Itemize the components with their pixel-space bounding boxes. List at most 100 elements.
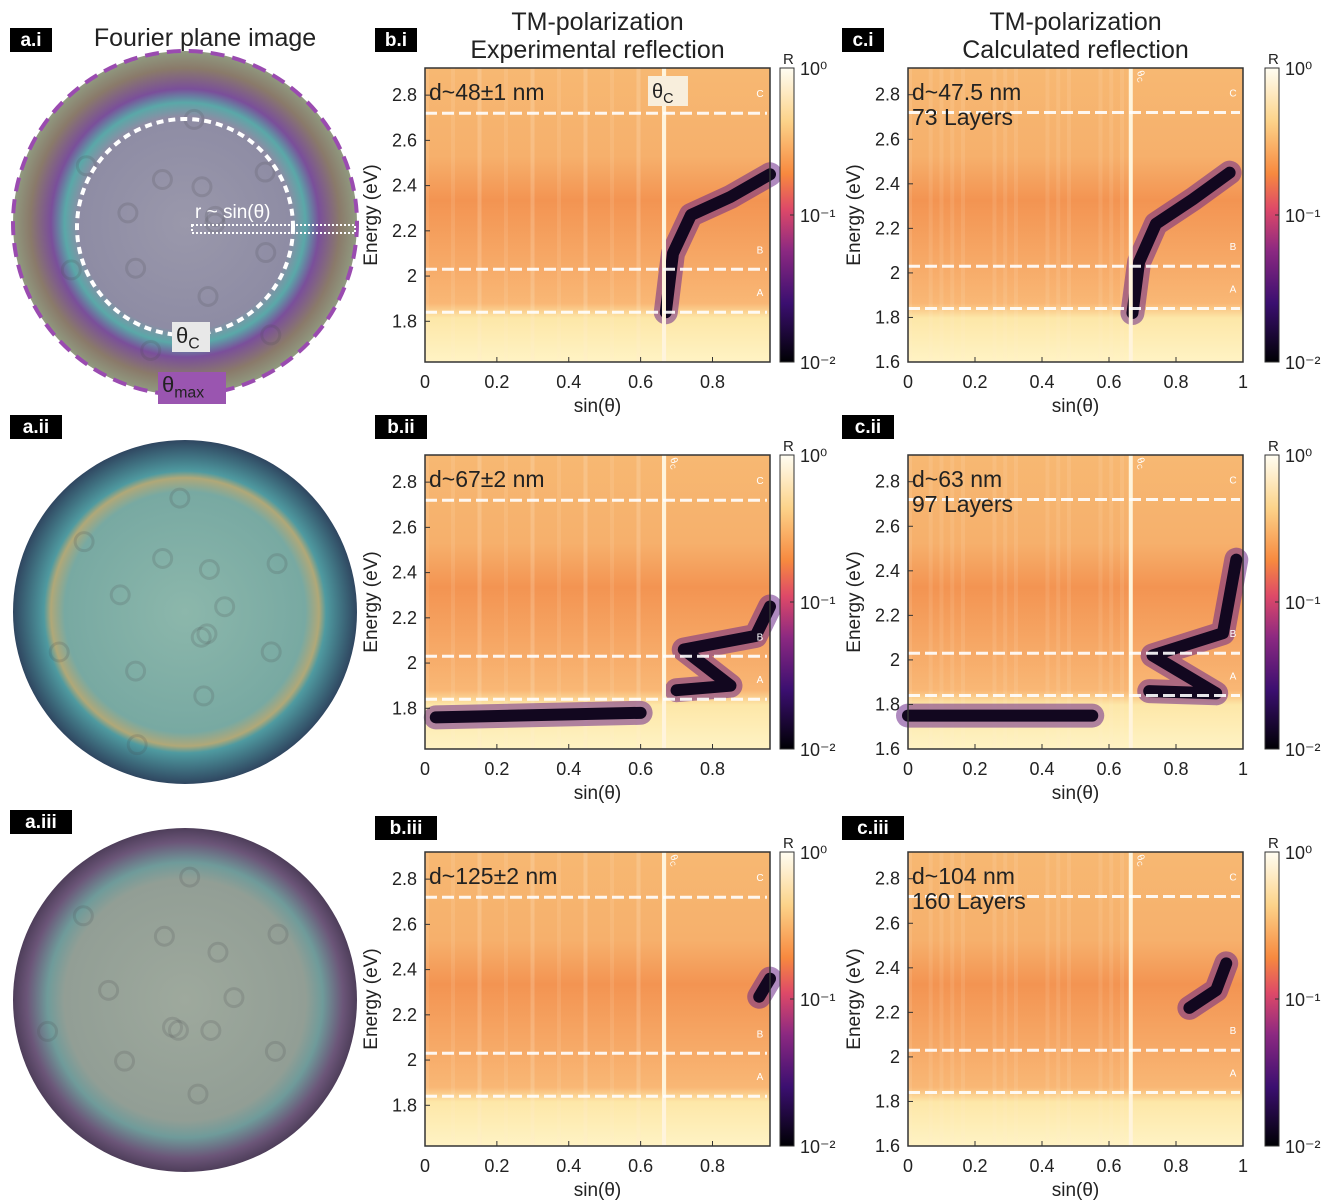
y-axis-label: Energy (eV) (361, 551, 382, 652)
colorbar-tick-label: 10⁰ (1285, 843, 1312, 863)
colorbar-tick-label: 10⁻¹ (1285, 990, 1321, 1010)
y-tick-label: 2 (407, 266, 417, 286)
level-label: C (756, 476, 763, 487)
y-tick-label: 2 (890, 1047, 900, 1067)
y-axis-label: Energy (eV) (361, 948, 382, 1049)
x-tick-label: 0.6 (1096, 1156, 1121, 1176)
y-tick-label: 2.2 (875, 1002, 900, 1022)
x-tick-label: 0.4 (1029, 759, 1054, 779)
y-tick-label: 1.8 (875, 1091, 900, 1111)
x-axis-label: sin(θ) (574, 783, 622, 804)
level-label: C (756, 89, 763, 100)
level-label: B (757, 1029, 764, 1040)
level-label: C (1229, 89, 1236, 100)
figure: a.iFourier plane imager ~ sin(θ)θCθmaxa.… (0, 0, 1326, 1200)
thickness-label: d~125±2 nm (429, 863, 557, 889)
y-tick-label: 2 (890, 650, 900, 670)
x-tick-label: 0 (903, 372, 913, 392)
x-axis-label: sin(θ) (574, 396, 622, 417)
x-tick-label: 0 (420, 759, 430, 779)
x-tick-label: 0 (903, 759, 913, 779)
y-tick-label: 2.8 (875, 85, 900, 105)
y-tick-label: 2.8 (392, 85, 417, 105)
colorbar-title: R (783, 51, 794, 68)
y-tick-label: 2.4 (392, 563, 417, 583)
y-tick-label: 2.4 (875, 958, 900, 978)
colorbar-tick-label: 10⁻¹ (800, 990, 836, 1010)
level-label: B (1230, 242, 1237, 253)
x-tick-label: 0.6 (628, 759, 653, 779)
x-tick-label: 0.2 (962, 759, 987, 779)
x-tick-label: 0 (903, 1156, 913, 1176)
colorbar-tick-label: 10⁰ (800, 59, 827, 79)
y-tick-label: 2.8 (875, 869, 900, 889)
x-tick-label: 0.2 (484, 1156, 509, 1176)
x-axis-label: sin(θ) (1052, 783, 1100, 804)
y-axis-label: Energy (eV) (844, 948, 865, 1049)
panel-label: c.iii (857, 818, 889, 839)
y-tick-label: 2.8 (392, 869, 417, 889)
panel-label: a.iii (25, 812, 57, 833)
layers-label: 97 Layers (912, 491, 1013, 517)
y-tick-label: 2.4 (392, 176, 417, 196)
colorbar-tick-label: 10⁻¹ (1285, 206, 1321, 226)
thickness-label: d~63 nm (912, 466, 1002, 492)
level-label: C (1229, 476, 1236, 487)
colorbar-tick-label: 10⁻² (1285, 353, 1321, 373)
x-axis-label: sin(θ) (1052, 1180, 1100, 1200)
heatmap-streak (557, 68, 561, 362)
colorbar-title: R (1268, 835, 1279, 852)
level-label: B (1230, 629, 1237, 640)
x-tick-label: 0.4 (1029, 372, 1054, 392)
x-tick-label: 1 (1238, 759, 1248, 779)
level-label: A (1230, 1069, 1237, 1080)
y-tick-label: 1.6 (875, 739, 900, 759)
y-tick-label: 2.4 (875, 174, 900, 194)
colorbar-tick-label: 10⁻¹ (800, 593, 836, 613)
y-tick-label: 2.6 (392, 914, 417, 934)
colorbar-tick-label: 10⁻¹ (800, 206, 836, 226)
max-label-base: θ (162, 372, 174, 397)
x-tick-label: 0.6 (628, 1156, 653, 1176)
x-tick-label: 0.2 (962, 372, 987, 392)
x-tick-label: 0.2 (484, 372, 509, 392)
panel-label: c.i (852, 30, 873, 51)
x-tick-label: 1 (1238, 1156, 1248, 1176)
x-tick-label: 0 (420, 372, 430, 392)
panel-label: b.iii (390, 818, 423, 839)
y-tick-label: 1.8 (392, 698, 417, 718)
column-title: TM-polarization (511, 8, 683, 36)
colorbar-title: R (1268, 438, 1279, 455)
x-tick-label: 0.8 (700, 372, 725, 392)
y-tick-label: 2.6 (875, 129, 900, 149)
column-subtitle: Calculated reflection (962, 36, 1189, 64)
level-label: B (757, 632, 764, 643)
column-title: TM-polarization (989, 8, 1161, 36)
x-tick-label: 0.4 (556, 372, 581, 392)
colorbar-tick-label: 10⁰ (800, 446, 827, 466)
max-label-sub: max (174, 385, 204, 402)
y-tick-label: 2.4 (392, 960, 417, 980)
x-tick-label: 0.2 (962, 1156, 987, 1176)
image-title: Fourier plane image (94, 24, 316, 52)
y-tick-label: 1.8 (875, 307, 900, 327)
thickness-label: d~47.5 nm (912, 79, 1021, 105)
colorbar-tick-label: 10⁰ (1285, 446, 1312, 466)
x-axis-label: sin(θ) (1052, 396, 1100, 417)
level-label: A (1230, 285, 1237, 296)
thickness-label: d~104 nm (912, 863, 1015, 889)
x-axis-label: sin(θ) (574, 1180, 622, 1200)
level-label: A (757, 1072, 764, 1083)
colorbar-tick-label: 10⁰ (1285, 59, 1312, 79)
panel-label: c.ii (855, 417, 881, 438)
column-subtitle: Experimental reflection (470, 36, 724, 64)
level-label: A (1230, 672, 1237, 683)
layers-label: 73 Layers (912, 104, 1013, 130)
x-tick-label: 0.8 (1163, 1156, 1188, 1176)
x-tick-label: 0.8 (1163, 372, 1188, 392)
y-tick-label: 2 (890, 263, 900, 283)
colorbar-tick-label: 10⁻² (1285, 1137, 1321, 1157)
y-tick-label: 2.2 (875, 605, 900, 625)
y-axis-label: Energy (eV) (361, 164, 382, 265)
y-tick-label: 1.6 (875, 352, 900, 372)
